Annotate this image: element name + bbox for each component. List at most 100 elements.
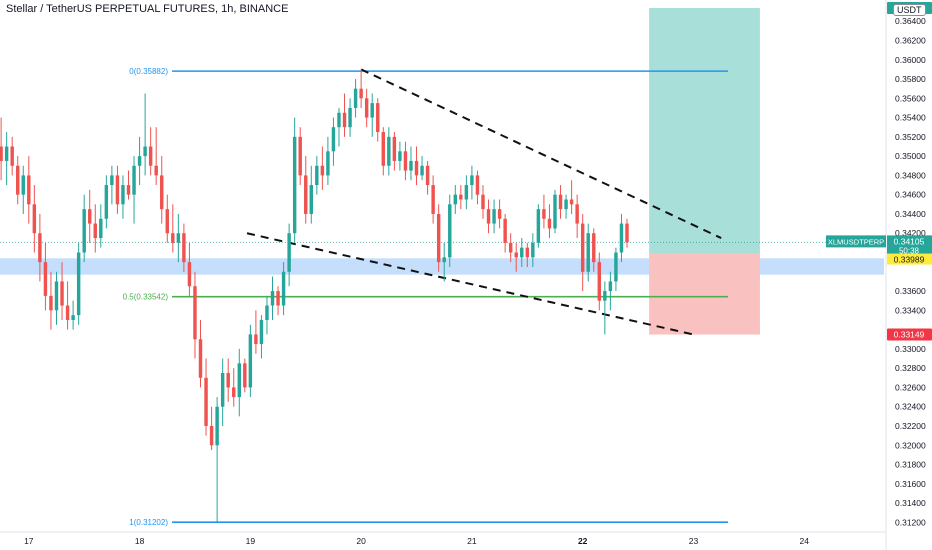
candle-body <box>187 262 192 287</box>
candle-body <box>420 165 424 176</box>
candle <box>542 194 546 229</box>
candle <box>71 300 75 330</box>
candle-body <box>580 223 585 272</box>
candle <box>304 156 308 224</box>
candle <box>320 146 325 190</box>
candle <box>531 233 535 267</box>
time-tick-label: 22 <box>578 536 588 546</box>
candle <box>88 189 92 243</box>
price-tick-label: 0.31400 <box>895 498 926 508</box>
candle <box>115 165 120 214</box>
candle <box>309 165 314 224</box>
candle <box>32 185 37 253</box>
candle <box>226 358 230 402</box>
candle <box>287 223 291 287</box>
price-tick-label: 0.36200 <box>895 35 926 45</box>
candle <box>553 189 557 234</box>
profit-target-zone <box>649 7 760 254</box>
candle-body <box>592 233 596 263</box>
candle-body <box>82 209 86 253</box>
candle <box>281 262 286 316</box>
candle-body <box>160 175 164 210</box>
candle <box>76 242 81 325</box>
price-tick-label: 0.35000 <box>895 151 926 161</box>
last-price-label-bg <box>887 235 932 257</box>
candle-body <box>514 252 518 258</box>
candle-body <box>569 199 574 205</box>
candle-body <box>470 175 474 186</box>
candle <box>486 199 491 234</box>
candle <box>625 218 629 248</box>
candle-body <box>525 247 530 258</box>
candle-body <box>21 175 25 195</box>
candle-body <box>254 334 258 345</box>
price-tick-label: 0.36400 <box>895 16 926 26</box>
price-tick-label: 0.35200 <box>895 132 926 142</box>
candle-body <box>226 372 230 388</box>
candle-body <box>492 209 496 224</box>
candle <box>575 194 579 239</box>
time-tick-label: 21 <box>467 536 477 546</box>
candle-body <box>392 136 397 161</box>
candle <box>586 223 590 282</box>
candle-body <box>508 242 513 253</box>
candle <box>608 271 613 311</box>
candle <box>619 213 624 263</box>
price-tick-label: 0.33000 <box>895 344 926 354</box>
candle <box>326 136 330 186</box>
candle-body <box>49 295 53 311</box>
candle-body <box>409 160 413 171</box>
candle-body <box>237 363 241 398</box>
candle-body <box>481 194 485 210</box>
candle <box>370 93 374 137</box>
candle-body <box>376 103 380 133</box>
price-tick-label: 0.34800 <box>895 170 926 180</box>
candle <box>232 368 236 407</box>
candle-body <box>38 233 42 263</box>
candle-body <box>315 165 319 186</box>
candle <box>165 194 169 243</box>
candle-body <box>309 185 314 214</box>
candle-body <box>88 209 92 224</box>
candle <box>448 194 452 267</box>
candle <box>126 170 131 200</box>
candle-body <box>320 165 325 176</box>
candle <box>276 286 280 316</box>
candle-body <box>486 209 491 224</box>
candle <box>420 156 424 181</box>
candle <box>99 204 103 248</box>
candle-body <box>619 223 624 253</box>
candle-body <box>326 151 330 176</box>
candle <box>353 79 358 118</box>
countdown-label: 50:38 <box>899 246 920 255</box>
candle <box>387 127 391 176</box>
candle <box>209 406 214 451</box>
price-tick-label: 0.36000 <box>895 55 926 65</box>
candle <box>137 136 142 186</box>
candle-body <box>16 165 20 195</box>
candle <box>503 213 507 253</box>
candle <box>342 93 347 137</box>
candle <box>470 165 474 200</box>
candle <box>514 242 518 272</box>
currency-badge[interactable]: USDT <box>893 4 926 16</box>
candle-body <box>542 209 546 219</box>
candle-body <box>265 305 269 320</box>
candle-body <box>414 160 419 176</box>
candle <box>0 117 3 181</box>
candle-body <box>558 194 563 210</box>
candle-body <box>165 209 169 234</box>
candle <box>547 204 552 239</box>
candle <box>82 194 86 263</box>
fib-level-label: 1(0.31202) <box>129 518 168 527</box>
price-tick-label: 0.32800 <box>895 363 926 373</box>
time-tick-label: 18 <box>135 536 145 546</box>
candle-body <box>625 223 629 243</box>
price-tick-label: 0.32200 <box>895 421 926 431</box>
candle-body <box>597 262 602 301</box>
entry-price-label: 0.33989 <box>894 255 925 265</box>
candle-body <box>608 281 613 292</box>
